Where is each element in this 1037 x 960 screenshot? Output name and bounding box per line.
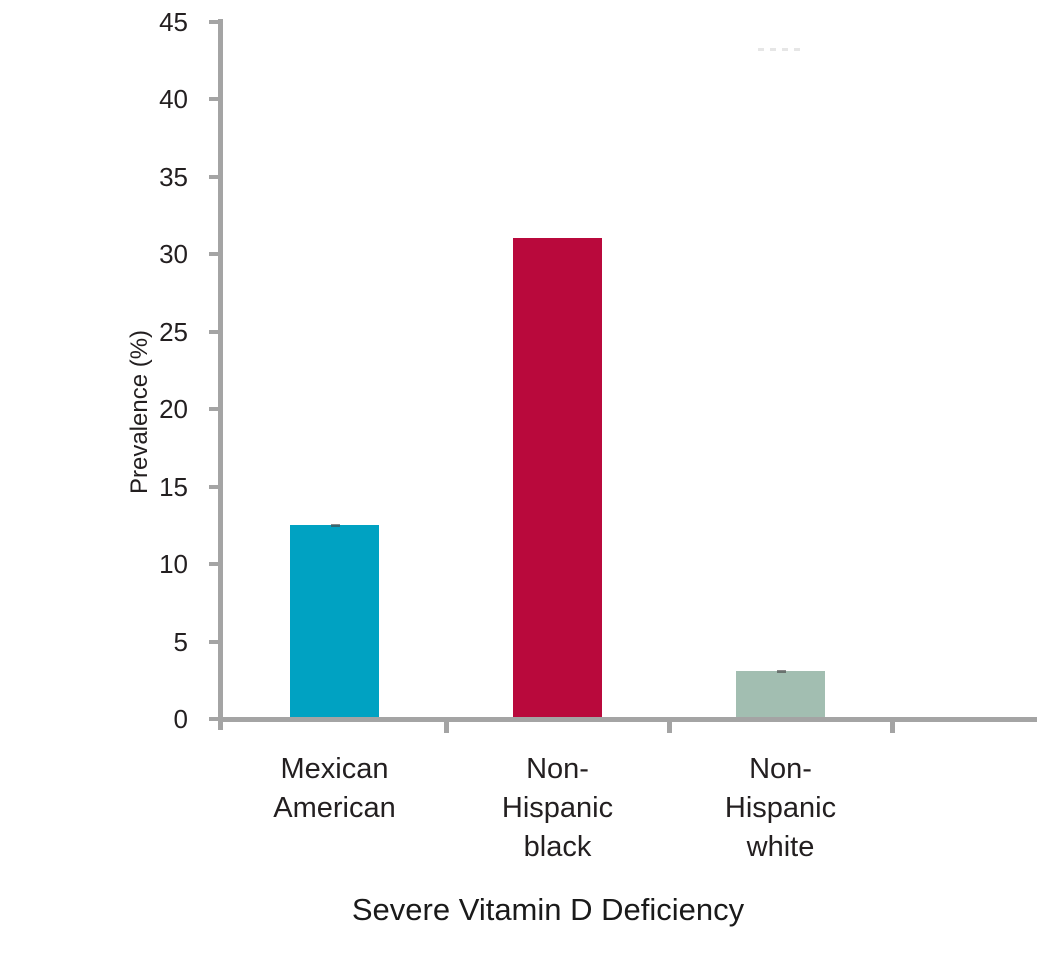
bar-mexican-american [290, 524, 379, 717]
category-label-line: American [273, 792, 396, 824]
y-tick-label: 25 [159, 316, 188, 347]
y-tick [209, 484, 218, 489]
y-tick-label: 15 [159, 471, 188, 502]
category-label-line: Non- [526, 753, 589, 785]
artifact-dashes [758, 48, 802, 51]
bar-non-hispanic-black [513, 238, 602, 717]
category-label: Non- Hispanic black [458, 750, 658, 867]
category-label-line: Non- [749, 753, 812, 785]
y-tick [209, 97, 218, 102]
y-tick-label: 40 [159, 84, 188, 115]
category-label-line: white [746, 831, 815, 863]
category-label-line: Hispanic [501, 792, 614, 824]
category-label-line: black [523, 831, 592, 863]
y-tick [209, 329, 218, 334]
bar-top-mark [776, 669, 786, 673]
chart-title: Severe Vitamin D Deficiency [351, 892, 745, 927]
bar-top-mark [330, 523, 340, 527]
y-tick [209, 639, 218, 644]
y-axis-line [218, 19, 223, 730]
y-tick-label: 20 [159, 394, 188, 425]
y-tick-label: 5 [173, 626, 188, 657]
x-tick [444, 721, 449, 733]
x-tick [667, 721, 672, 733]
y-tick-label: 30 [159, 239, 188, 270]
y-tick [209, 174, 218, 179]
y-tick-label: 35 [159, 161, 188, 192]
category-label-line: Mexican [280, 753, 389, 785]
y-tick-label: 45 [159, 7, 188, 37]
bar-non-hispanic-white [736, 670, 825, 717]
x-tick [890, 721, 895, 733]
category-label-line: Hispanic [724, 792, 837, 824]
x-axis-line [218, 717, 1037, 722]
y-tick [209, 252, 218, 257]
category-label: Mexican American [235, 750, 435, 828]
category-label: Non- Hispanic white [681, 750, 881, 867]
y-tick [209, 20, 218, 24]
y-tick [209, 562, 218, 567]
y-tick [209, 717, 218, 721]
y-tick-label: 10 [159, 549, 188, 580]
y-tick-label: 0 [173, 704, 188, 734]
y-tick [209, 407, 218, 412]
